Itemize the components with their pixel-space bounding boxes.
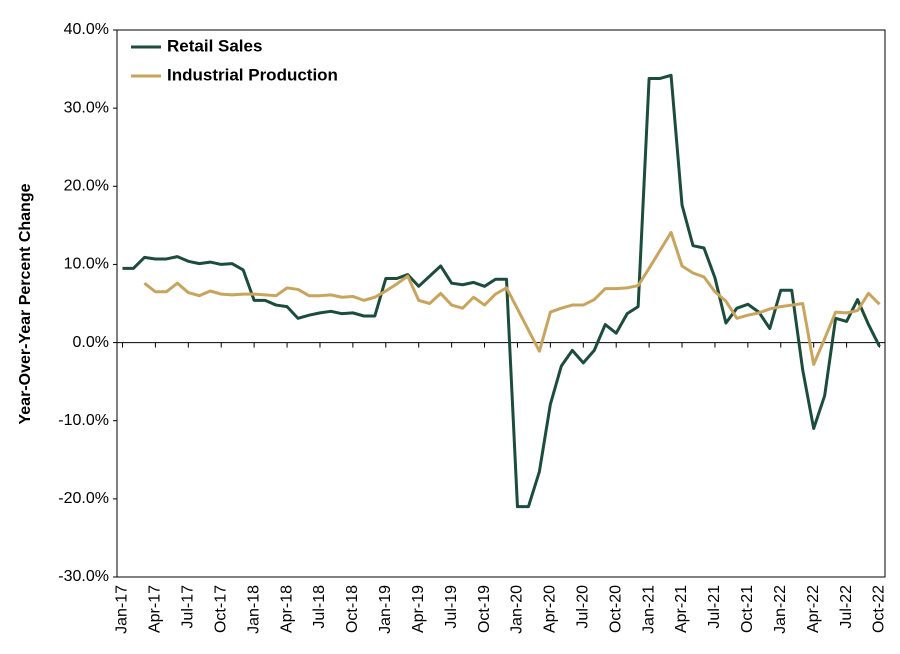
y-tick-label: -20.0%	[58, 490, 109, 507]
x-tick-label: Apr-17	[147, 585, 164, 633]
plot-border	[116, 29, 886, 578]
x-tick-label: Apr-19	[410, 585, 427, 633]
x-tick-label: Jan-17	[114, 585, 131, 634]
x-tick-label: Jul-17	[180, 585, 197, 629]
y-tick-label: 30.0%	[64, 99, 109, 116]
x-tick-label: Apr-21	[673, 585, 690, 633]
legend-label: Retail Sales	[167, 36, 262, 55]
x-tick-label: Apr-20	[542, 585, 559, 633]
legend-label: Industrial Production	[167, 65, 338, 84]
x-tick-label: Jul-19	[443, 585, 460, 629]
y-tick-label: 20.0%	[64, 178, 109, 195]
x-tick-label: Oct-21	[739, 585, 756, 633]
y-tick-label: 10.0%	[64, 256, 109, 273]
x-tick-label: Oct-19	[476, 585, 493, 633]
series-line	[122, 73, 881, 509]
x-tick-label: Jan-22	[772, 585, 789, 634]
x-tick-label: Jan-20	[509, 585, 526, 634]
x-tick-label: Apr-22	[805, 585, 822, 633]
x-tick-label: Jan-21	[640, 585, 657, 634]
x-tick-label: Oct-20	[607, 585, 624, 633]
series-line	[143, 230, 881, 366]
y-axis-label: Year-Over-Year Percent Change	[17, 183, 34, 424]
y-tick-label: -30.0%	[58, 568, 109, 585]
x-tick-label: Jul-22	[838, 585, 855, 629]
y-tick-label: 40.0%	[64, 21, 109, 38]
y-tick-label: 0.0%	[73, 334, 109, 351]
x-tick-label: Apr-18	[278, 585, 295, 633]
x-tick-label: Oct-18	[344, 585, 361, 633]
x-tick-label: Jul-21	[706, 585, 723, 629]
x-tick-label: Jul-18	[311, 585, 328, 629]
y-tick-label: -10.0%	[58, 412, 109, 429]
x-tick-label: Jul-20	[575, 585, 592, 629]
x-tick-label: Jan-19	[377, 585, 394, 634]
x-tick-label: Oct-22	[871, 585, 888, 633]
x-tick-label: Oct-17	[212, 585, 229, 633]
x-tick-label: Jan-18	[245, 585, 262, 634]
